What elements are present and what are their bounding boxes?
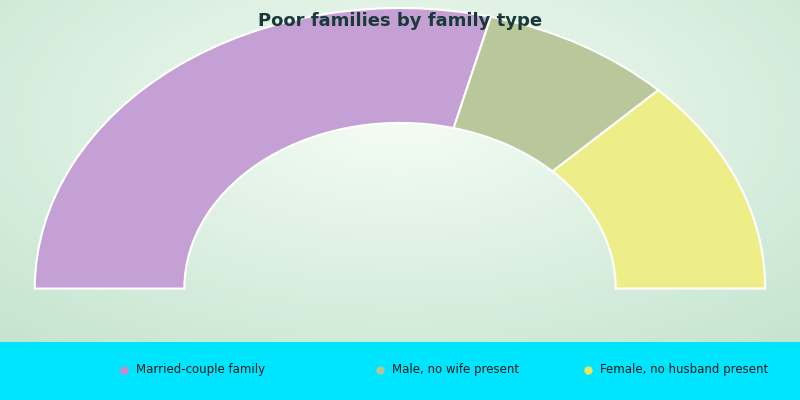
- Wedge shape: [553, 90, 766, 288]
- Text: Female, no husband present: Female, no husband present: [600, 363, 768, 376]
- Text: Male, no wife present: Male, no wife present: [392, 363, 519, 376]
- Text: Poor families by family type: Poor families by family type: [258, 12, 542, 30]
- Text: Married-couple family: Married-couple family: [136, 363, 265, 376]
- Wedge shape: [34, 8, 491, 288]
- Wedge shape: [454, 17, 658, 172]
